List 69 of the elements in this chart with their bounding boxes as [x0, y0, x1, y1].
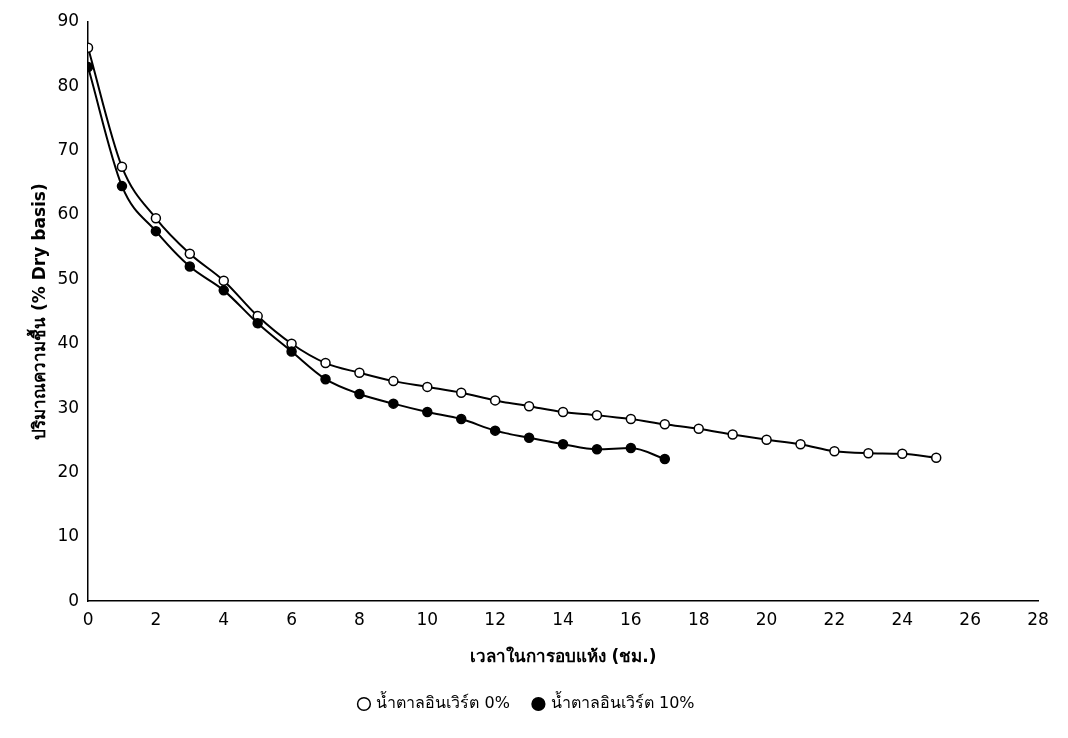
y-tick-label: 70 [57, 139, 80, 160]
point [761, 434, 772, 445]
point [354, 367, 365, 378]
point [659, 453, 671, 465]
point [523, 432, 535, 443]
legend-label: น้ำตาลอินเวิร์ต 0% [376, 691, 510, 713]
x-tick-label: 10 [416, 608, 439, 629]
x-axis-title: เวลาในการอบแห้ง (ชม.) [469, 646, 657, 667]
point [795, 438, 806, 450]
point [557, 406, 569, 418]
legend-label: น้ำตาลอินเวิร์ต 10% [550, 691, 695, 713]
point [625, 442, 637, 454]
x-tick-label: 24 [891, 608, 914, 629]
point [930, 452, 942, 463]
point [863, 447, 874, 459]
y-tick-label: 40 [57, 332, 80, 353]
x-tick-label: 16 [620, 608, 642, 629]
point [354, 388, 365, 400]
x-tick-label: 28 [1027, 608, 1049, 629]
y-tick-label: 60 [57, 203, 80, 224]
point [388, 375, 399, 387]
x-tick-label: 26 [959, 608, 981, 629]
x-tick-label: 18 [687, 608, 710, 629]
y-tick-label: 50 [57, 267, 80, 288]
point [218, 285, 229, 296]
point [455, 387, 467, 398]
y-tick-label: 20 [57, 460, 80, 481]
point [150, 213, 162, 224]
point [897, 448, 908, 460]
point [218, 275, 229, 286]
x-tick-label: 2 [150, 608, 162, 629]
point [693, 423, 704, 434]
x-tick-label: 12 [484, 608, 506, 629]
point [388, 398, 399, 409]
point [184, 248, 196, 259]
point [489, 395, 501, 406]
y-tick-label: 10 [57, 525, 80, 546]
point [286, 346, 297, 357]
y-tick-label: 80 [57, 74, 80, 95]
point [557, 438, 569, 450]
point [659, 418, 671, 430]
point [252, 317, 263, 329]
point [422, 406, 433, 418]
point [320, 357, 331, 369]
y-tick-label: 30 [57, 396, 80, 417]
y-tick-label: 0 [68, 589, 80, 610]
point [184, 261, 196, 272]
point [489, 425, 501, 436]
point [455, 413, 467, 425]
x-tick-label: 6 [286, 608, 298, 629]
point [320, 373, 331, 385]
y-axis-title: ปริมาณความชื้น (% Dry basis) [25, 183, 49, 440]
point [422, 381, 433, 393]
point [150, 225, 162, 237]
y-tick-label: 90 [57, 10, 80, 31]
point [625, 413, 637, 425]
x-tick-label: 8 [354, 608, 365, 629]
x-tick-label: 4 [218, 608, 230, 629]
point [727, 429, 738, 440]
point [116, 161, 128, 173]
x-tick-label: 0 [82, 608, 94, 629]
x-tick-label: 14 [552, 608, 574, 629]
point [591, 409, 603, 421]
point [591, 444, 603, 455]
x-tick-label: 22 [823, 608, 846, 629]
x-tick-label: 20 [755, 608, 778, 629]
point [523, 400, 535, 412]
point [116, 180, 128, 192]
point [829, 446, 840, 457]
